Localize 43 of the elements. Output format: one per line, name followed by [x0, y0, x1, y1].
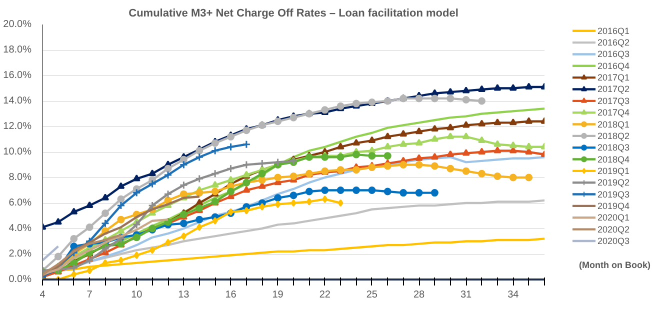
y-tick-label: 0.0% [8, 274, 32, 285]
y-tick-label: 10.0% [3, 146, 32, 158]
legend-label: 2018Q3 [598, 142, 630, 153]
legend-label: 2018Q4 [598, 154, 630, 164]
text: (Month on Book) [579, 260, 651, 270]
x-tick-label: 31 [460, 290, 472, 300]
y-tick-label: 8.0% [8, 172, 32, 183]
legend-label: 2019Q3 [598, 189, 630, 200]
legend-label: 2019Q4 [598, 200, 630, 211]
y-tick-label: 2.0% [8, 248, 32, 260]
chart-title: Cumulative M3+ Net Charge Off Rates – Loan facilitation model [128, 8, 458, 20]
legend-label: 2017Q4 [598, 108, 630, 118]
y-tick-label: 6.0% [8, 198, 32, 208]
y-tick-label: 18.0% [3, 44, 32, 56]
legend-label: 2019Q2 [598, 178, 630, 188]
x-tick-label: 4 [40, 290, 46, 300]
y-tick-label: 4.0% [8, 223, 32, 234]
legend-label: 2018Q2 [598, 130, 630, 141]
legend-label: 2020Q3 [598, 236, 630, 246]
legend-label: 2016Q3 [598, 49, 630, 60]
legend-label: 2020Q2 [598, 224, 630, 234]
legend-label: 2019Q1 [598, 166, 630, 176]
y-tick-label: 14.0% [3, 96, 32, 106]
y-tick-label: 12.0% [3, 121, 32, 132]
x-tick-label: 10 [131, 290, 143, 300]
x-tick-label: 19 [272, 290, 284, 300]
x-tick-label: 13 [178, 290, 190, 300]
x-tick-label: 28 [413, 290, 425, 300]
y-tick-label: 20.0% [3, 19, 32, 30]
x-tick-label: 16 [225, 290, 237, 300]
legend-label: 2016Q1 [598, 26, 630, 36]
legend-label: 2016Q2 [598, 38, 630, 48]
legend-label: 2018Q1 [598, 119, 630, 130]
x-tick-label: 7 [86, 290, 93, 300]
x-tick-label: 34 [508, 290, 520, 300]
y-tick-label: 16.0% [3, 70, 32, 81]
legend-label: 2017Q3 [598, 96, 630, 106]
x-tick-label: 22 [319, 290, 331, 300]
legend-label: 2017Q1 [598, 72, 630, 83]
legend-label: 2017Q2 [598, 84, 630, 94]
x-tick-label: 25 [366, 290, 378, 300]
legend-label: 2020Q1 [598, 212, 630, 223]
legend-label: 2016Q4 [598, 60, 630, 71]
